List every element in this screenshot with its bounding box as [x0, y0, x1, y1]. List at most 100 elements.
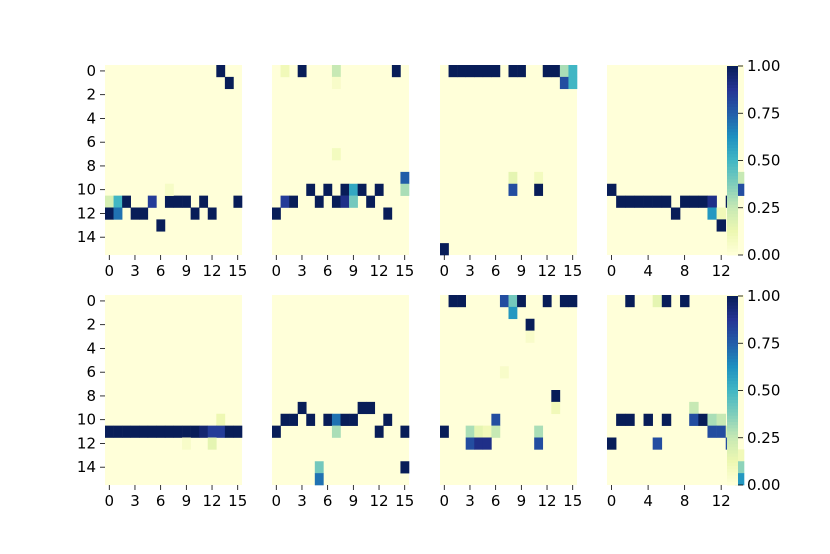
colorbar-segment [727, 94, 738, 98]
colorbar-segment [727, 232, 738, 237]
colorbar-segment [727, 116, 738, 120]
x-tick-label: 12 [202, 492, 221, 510]
heatmap-cell [331, 76, 341, 90]
heatmap-cell [122, 195, 131, 208]
colorbar-segment [727, 437, 738, 442]
heatmap-cell [508, 183, 518, 196]
colorbar-tick-label: 0.50 [747, 152, 780, 170]
colorbar-segment [727, 459, 738, 464]
colorbar-segment [727, 163, 738, 168]
x-tick-label: 12 [202, 262, 221, 280]
heatmap-cell [331, 425, 341, 438]
heatmap-cell [607, 183, 617, 196]
colorbar-segment [727, 311, 738, 316]
y-tick-label: 10 [77, 411, 96, 429]
heatmap-cell [568, 76, 578, 90]
heatmap-cell [173, 195, 183, 208]
heatmap-cell [568, 295, 578, 308]
heatmap-cell [139, 425, 149, 438]
heatmap-cell [607, 437, 617, 450]
heatmap-cell [113, 207, 123, 220]
x-tick-label: 3 [297, 262, 307, 280]
heatmap-cell [625, 195, 635, 208]
colorbar-segment [727, 192, 738, 196]
colorbar-segment [727, 220, 738, 224]
heatmap-cell [661, 413, 672, 426]
heatmap-cell [670, 207, 681, 220]
heatmap-cell [400, 461, 410, 474]
colorbar-segment [727, 229, 738, 234]
colorbar-segment [727, 466, 738, 470]
colorbar-segment [727, 169, 738, 174]
heatmap-cell [542, 65, 552, 78]
heatmap-cell [457, 295, 466, 308]
heatmap-cell [289, 195, 298, 208]
x-tick-label: 12 [537, 262, 556, 280]
heatmap-cell [734, 473, 745, 486]
heatmap-cell [652, 437, 663, 450]
heatmap-cell [182, 437, 191, 450]
heatmap-cell [508, 171, 518, 185]
colorbar-segment [727, 362, 738, 366]
colorbar-segment [727, 144, 738, 149]
colorbar-segment [727, 129, 738, 133]
heatmap-cell [508, 306, 518, 320]
colorbar-segment [727, 447, 738, 451]
x-tick-label: 3 [130, 262, 140, 280]
heatmap-cell [306, 413, 316, 426]
heatmap-cell [357, 183, 367, 196]
colorbar-segment [727, 308, 738, 313]
heatmap-cell [323, 183, 333, 196]
x-tick-label: 4 [643, 262, 653, 280]
colorbar-tick-label: 0.75 [747, 104, 780, 122]
colorbar-segment [727, 138, 738, 142]
heatmap-cell [499, 366, 509, 379]
heatmap-cell [707, 195, 717, 208]
x-tick-label: 12 [712, 492, 731, 510]
heatmap-cell [707, 413, 717, 426]
heatmap-cell [716, 219, 727, 232]
heatmap-cell [551, 65, 561, 78]
heatmap-cell [366, 401, 376, 415]
x-tick-label: 15 [563, 262, 582, 280]
heatmap-cell [280, 65, 290, 78]
x-tick-label: 4 [643, 492, 653, 510]
x-tick-label: 3 [297, 492, 307, 510]
heatmap-cell [156, 219, 166, 232]
heatmap-cell [314, 195, 324, 208]
colorbar-segment [727, 185, 738, 190]
x-tick-label: 12 [712, 262, 731, 280]
heatmap-cell [349, 183, 358, 196]
heatmap-cell [297, 401, 307, 415]
y-tick-label: 0 [86, 292, 96, 310]
colorbar-segment [727, 302, 738, 306]
y-tick-label: 4 [86, 109, 96, 127]
heatmap-cell [465, 437, 475, 450]
heatmap-cell [340, 413, 350, 426]
x-tick-label: 6 [156, 262, 166, 280]
y-tick-label: 6 [86, 363, 96, 381]
heatmap-cell [534, 183, 544, 196]
heatmap-cell [199, 425, 209, 438]
colorbar-segment [727, 425, 738, 429]
colorbar-segment [727, 198, 738, 202]
colorbar-segment [727, 374, 738, 379]
colorbar-segment [727, 135, 738, 139]
heatmap-cell [680, 295, 690, 308]
colorbar-segment [727, 355, 738, 360]
heatmap-panel-4: 0 4 8 12 [607, 65, 745, 280]
x-tick-label: 0 [607, 262, 617, 280]
heatmap-background [440, 65, 577, 255]
heatmap-cell [457, 65, 466, 78]
heatmap-cell [156, 425, 166, 438]
colorbar-segment [727, 456, 738, 461]
x-tick-label: 6 [491, 492, 501, 510]
heatmap-cell [448, 65, 458, 78]
colorbar-segment [727, 478, 738, 483]
colorbar-segment [727, 352, 738, 357]
colorbar-segment [727, 327, 738, 332]
heatmap-cell [616, 413, 626, 426]
heatmap-cell [661, 295, 672, 308]
x-tick-label: 12 [369, 492, 388, 510]
